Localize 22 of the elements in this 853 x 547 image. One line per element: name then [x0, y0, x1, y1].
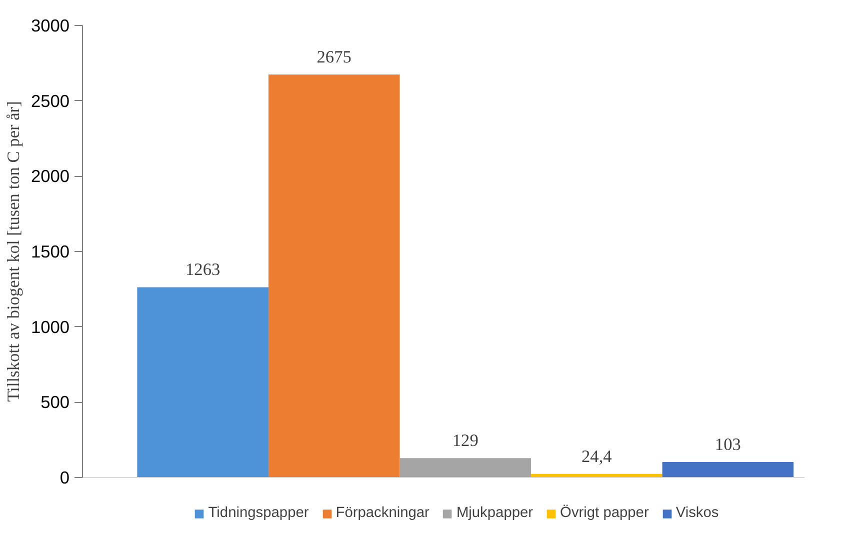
y-tick-label: 500 [40, 392, 70, 412]
data-label: 1263 [186, 260, 220, 280]
y-tick-label: 3000 [30, 16, 70, 36]
bar [400, 458, 532, 478]
data-label: 2675 [316, 47, 352, 66]
legend-label: Mjukpapper [456, 505, 534, 521]
data-label: 103 [714, 434, 741, 454]
legend-label: Förpackningar [336, 505, 430, 521]
y-tick-label: 1000 [30, 316, 70, 337]
legend-label: Övrigt papper [560, 505, 649, 521]
legend-label: Tidningspapper [208, 505, 309, 521]
data-label: 129 [452, 431, 478, 450]
bar [137, 287, 268, 478]
y-tick-label: 2500 [30, 90, 70, 111]
bar [662, 462, 794, 478]
bar [268, 74, 400, 478]
data-label: 24,4 [581, 446, 612, 466]
y-tick-label: 0 [60, 468, 70, 488]
y-tick-label: 2000 [30, 166, 70, 186]
y-axis-title: Tillskott av biogent kol [tusen ton C per år] [4, 101, 23, 402]
legend-label: Viskos [676, 505, 719, 521]
y-tick-label: 1500 [30, 242, 70, 262]
